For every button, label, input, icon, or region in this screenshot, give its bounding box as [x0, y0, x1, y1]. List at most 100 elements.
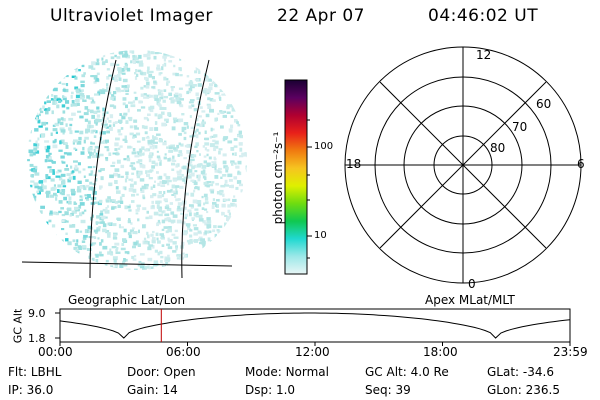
emission-pixel	[233, 145, 238, 148]
emission-pixel	[204, 77, 209, 82]
emission-pixel	[233, 80, 237, 83]
emission-pixel	[206, 184, 210, 188]
emission-pixel	[136, 207, 140, 211]
emission-pixel	[48, 156, 51, 159]
emission-pixel	[224, 225, 227, 228]
emission-pixel	[133, 181, 137, 185]
emission-pixel	[211, 205, 215, 209]
emission-pixel	[136, 174, 141, 179]
emission-pixel	[203, 202, 206, 206]
emission-pixel	[105, 59, 108, 63]
emission-pixel	[109, 50, 115, 55]
emission-pixel	[41, 64, 47, 67]
emission-pixel	[114, 180, 118, 184]
emission-pixel	[166, 78, 169, 81]
emission-pixel	[231, 86, 235, 90]
emission-pixel	[87, 194, 91, 198]
emission-pixel	[209, 70, 215, 74]
emission-pixel	[245, 165, 247, 170]
emission-pixel	[193, 181, 198, 185]
emission-pixel	[204, 130, 207, 134]
emission-pixel	[92, 183, 97, 186]
emission-pixel	[121, 89, 125, 92]
emission-pixel	[37, 137, 40, 141]
emission-pixel	[141, 71, 147, 76]
emission-pixel	[224, 214, 228, 217]
emission-pixel	[37, 70, 41, 74]
emission-pixel	[182, 56, 188, 60]
emission-pixel	[91, 152, 95, 155]
emission-pixel	[166, 54, 170, 57]
emission-pixel	[211, 82, 216, 85]
emission-pixel	[94, 178, 98, 182]
emission-pixel	[152, 135, 154, 139]
emission-pixel	[106, 126, 111, 129]
emission-pixel	[193, 272, 197, 275]
emission-pixel	[198, 59, 204, 63]
emission-pixel	[112, 236, 118, 240]
emission-pixel	[214, 79, 218, 83]
emission-pixel	[145, 85, 150, 89]
emission-pixel	[80, 96, 84, 100]
emission-pixel	[220, 176, 223, 179]
emission-pixel	[210, 240, 214, 243]
emission-pixel	[71, 75, 77, 78]
emission-pixel	[190, 126, 195, 129]
emission-pixel	[226, 237, 231, 242]
emission-pixel	[83, 112, 89, 116]
emission-pixel	[64, 220, 69, 223]
emission-pixel	[147, 257, 153, 262]
emission-pixel	[207, 230, 212, 234]
emission-pixel	[167, 179, 172, 183]
emission-pixel	[237, 123, 241, 127]
emission-pixel	[100, 176, 104, 181]
emission-pixel	[156, 204, 160, 208]
emission-pixel	[167, 254, 170, 259]
emission-pixel	[179, 94, 183, 98]
emission-pixel	[196, 200, 202, 204]
emission-pixel	[158, 208, 162, 213]
emission-pixel	[95, 231, 98, 234]
emission-pixel	[71, 224, 76, 228]
emission-pixel	[181, 221, 186, 225]
emission-pixel	[46, 92, 49, 95]
info-gc-alt: GC Alt: 4.0 Re	[365, 365, 449, 379]
emission-pixel	[140, 187, 143, 191]
emission-pixel	[189, 135, 194, 138]
emission-pixel	[238, 142, 243, 146]
timeline-xtick-2: 12:00	[295, 345, 330, 359]
emission-pixel	[198, 236, 203, 240]
emission-pixel	[171, 168, 175, 171]
emission-pixel	[236, 121, 239, 125]
emission-pixel	[59, 250, 62, 253]
emission-pixel	[114, 148, 118, 151]
emission-pixel	[108, 74, 114, 77]
emission-pixel	[193, 239, 199, 243]
emission-pixel	[211, 161, 217, 164]
emission-pixel	[79, 93, 85, 97]
emission-pixel	[198, 214, 203, 219]
emission-pixel	[105, 159, 109, 162]
emission-pixel	[218, 82, 222, 86]
emission-pixel	[197, 50, 201, 54]
emission-pixel	[74, 130, 79, 133]
emission-pixel	[33, 147, 38, 151]
emission-pixel	[206, 220, 212, 224]
emission-pixel	[191, 217, 195, 220]
info-seq: Seq: 39	[365, 383, 411, 397]
emission-pixel	[204, 230, 207, 235]
emission-pixel	[212, 266, 216, 269]
emission-pixel	[136, 204, 141, 207]
emission-pixel	[46, 100, 51, 103]
info-glat: GLat: -34.6	[487, 365, 554, 379]
emission-pixel	[214, 233, 217, 238]
emission-pixel	[155, 232, 159, 236]
emission-pixel	[192, 84, 197, 87]
emission-pixel	[93, 81, 97, 84]
emission-pixel	[32, 73, 36, 78]
emission-pixel	[203, 160, 207, 164]
emission-pixel	[183, 176, 188, 179]
emission-pixel	[81, 245, 87, 249]
emission-pixel	[244, 254, 247, 258]
emission-pixel	[208, 86, 213, 91]
